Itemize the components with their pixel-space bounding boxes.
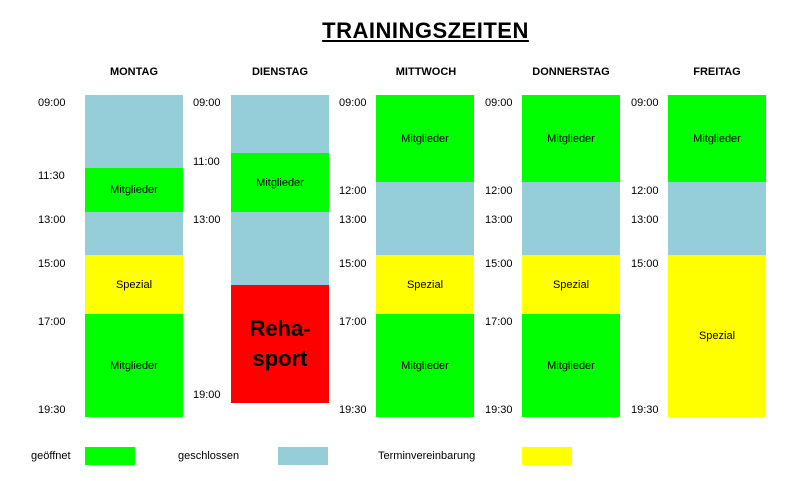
- time-label: 19:30: [38, 404, 66, 416]
- block-members: Mitglieder: [231, 153, 329, 212]
- time-label: 12:00: [485, 185, 513, 197]
- block-members: Mitglieder: [522, 314, 620, 417]
- time-label: 13:00: [339, 214, 367, 226]
- time-label: 09:00: [631, 97, 659, 109]
- time-label: 15:00: [38, 258, 66, 270]
- block-closed: [376, 182, 474, 255]
- legend-open-label: geöffnet: [31, 450, 71, 462]
- time-label: 09:00: [193, 97, 221, 109]
- block-members: Mitglieder: [668, 95, 766, 182]
- block-closed: [231, 212, 329, 285]
- block-closed: [668, 182, 766, 255]
- block-members: Mitglieder: [376, 95, 474, 182]
- time-label: 15:00: [631, 258, 659, 270]
- block-special: Spezial: [85, 255, 183, 314]
- legend-appointment-label: Terminvereinbarung: [378, 450, 476, 462]
- block-members: Mitglieder: [85, 314, 183, 417]
- time-label: 17:00: [38, 316, 66, 328]
- time-label: 19:30: [485, 404, 513, 416]
- time-label: 12:00: [339, 185, 367, 197]
- time-label: 11:30: [38, 170, 65, 182]
- block-rehasport: Reha- sport: [231, 285, 329, 403]
- block-special: Spezial: [668, 255, 766, 417]
- day-header-freitag: FREITAG: [693, 66, 741, 78]
- legend-closed-swatch: [278, 447, 328, 465]
- day-header-donnerstag: DONNERSTAG: [532, 66, 610, 78]
- time-label: 15:00: [339, 258, 367, 270]
- time-label: 17:00: [339, 316, 367, 328]
- day-header-montag: MONTAG: [109, 66, 159, 78]
- time-label: 19:30: [631, 404, 659, 416]
- block-closed: [522, 182, 620, 255]
- block-closed: [231, 95, 329, 153]
- time-label: 13:00: [193, 214, 221, 226]
- block-closed: [85, 212, 183, 255]
- legend-open-swatch: [85, 447, 135, 465]
- time-label: 13:00: [485, 214, 513, 226]
- block-special: Spezial: [522, 255, 620, 314]
- time-label: 11:00: [193, 156, 220, 168]
- legend-closed-label: geschlossen: [178, 450, 240, 462]
- time-label: 13:00: [631, 214, 659, 226]
- time-label: 19:30: [339, 404, 367, 416]
- block-members: Mitglieder: [376, 314, 474, 417]
- time-label: 17:00: [485, 316, 513, 328]
- day-header-mittwoch: MITTWOCH: [395, 66, 457, 78]
- time-label: 19:00: [193, 389, 221, 401]
- time-label: 12:00: [631, 185, 659, 197]
- time-label: 15:00: [485, 258, 513, 270]
- page-title: TRAININGSZEITEN: [322, 18, 529, 43]
- time-label: 09:00: [38, 97, 66, 109]
- block-closed: [85, 95, 183, 168]
- day-header-dienstag: DIENSTAG: [251, 66, 309, 78]
- time-label: 09:00: [339, 97, 367, 109]
- time-label: 13:00: [38, 214, 66, 226]
- block-special: Spezial: [376, 255, 474, 314]
- block-members: Mitglieder: [522, 95, 620, 182]
- time-label: 09:00: [485, 97, 513, 109]
- block-members: Mitglieder: [85, 168, 183, 212]
- legend-appointment-swatch: [522, 447, 572, 465]
